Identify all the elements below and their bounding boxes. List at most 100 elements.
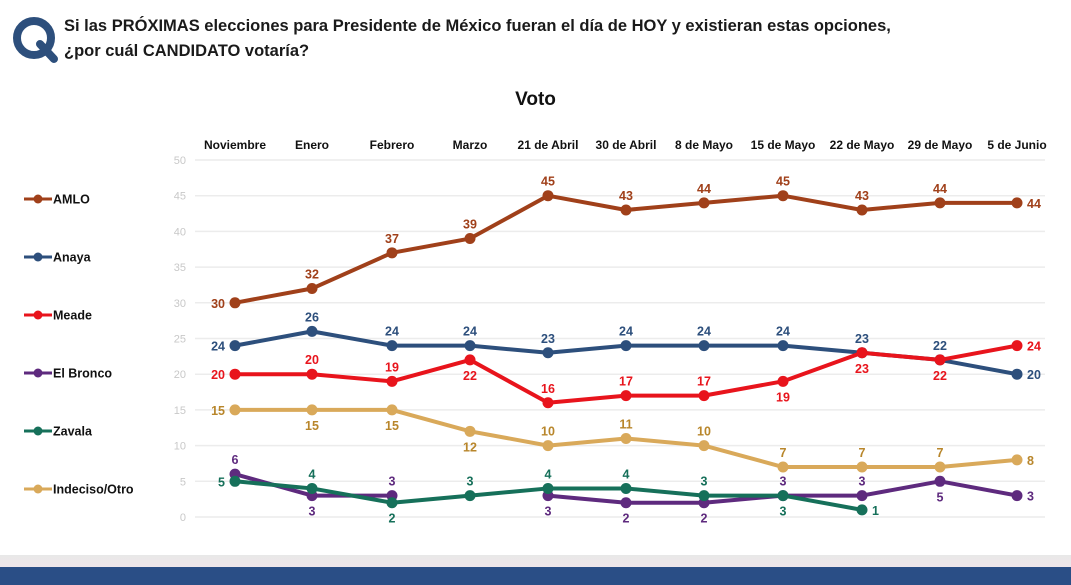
data-label: 4 bbox=[623, 467, 630, 481]
x-tick-label: Febrero bbox=[370, 138, 415, 152]
data-label: 3 bbox=[309, 505, 316, 519]
data-label: 5 bbox=[937, 490, 944, 504]
data-point bbox=[229, 475, 241, 487]
data-label: 3 bbox=[389, 475, 396, 489]
data-label: 43 bbox=[619, 189, 633, 203]
y-tick-label: 50 bbox=[174, 155, 186, 167]
data-point bbox=[306, 368, 318, 380]
data-label: 10 bbox=[541, 425, 555, 439]
data-label: 23 bbox=[541, 332, 555, 346]
data-point bbox=[386, 340, 398, 352]
data-point bbox=[934, 461, 946, 473]
data-label: 22 bbox=[933, 369, 947, 383]
data-point bbox=[698, 390, 710, 402]
data-label: 24 bbox=[463, 325, 477, 339]
data-label: 4 bbox=[309, 467, 316, 481]
data-point bbox=[620, 482, 632, 494]
data-label: 24 bbox=[619, 325, 633, 339]
data-label: 30 bbox=[211, 297, 225, 311]
legend-swatch-marker bbox=[33, 252, 43, 262]
data-label: 26 bbox=[305, 310, 319, 324]
data-label: 45 bbox=[541, 175, 555, 189]
x-tick-label: Enero bbox=[295, 138, 329, 152]
x-tick-label: 29 de Mayo bbox=[908, 138, 973, 152]
data-label: 17 bbox=[697, 375, 711, 389]
data-point bbox=[229, 340, 241, 352]
data-point bbox=[542, 347, 554, 359]
data-label: 2 bbox=[701, 512, 708, 526]
question-line-1: Si las PRÓXIMAS elecciones para Presiden… bbox=[64, 17, 891, 35]
data-label: 19 bbox=[385, 360, 399, 374]
data-point bbox=[306, 325, 318, 337]
chart-title: Voto bbox=[515, 89, 556, 110]
data-point bbox=[464, 490, 476, 502]
q-logo-icon bbox=[13, 17, 58, 63]
data-point bbox=[306, 482, 318, 494]
x-tick-label: 22 de Mayo bbox=[830, 138, 895, 152]
data-point bbox=[464, 425, 476, 437]
data-point bbox=[620, 390, 632, 402]
data-point bbox=[620, 432, 632, 444]
data-label: 8 bbox=[1027, 454, 1034, 468]
data-label: 12 bbox=[463, 440, 477, 454]
data-point bbox=[229, 297, 241, 309]
x-tick-label: 15 de Mayo bbox=[751, 138, 816, 152]
data-label: 3 bbox=[701, 475, 708, 489]
legend-label: Anaya bbox=[53, 251, 92, 265]
legend-swatch-marker bbox=[33, 426, 43, 436]
data-label: 7 bbox=[937, 446, 944, 460]
data-label: 7 bbox=[859, 446, 866, 460]
legend-label: El Bronco bbox=[53, 367, 112, 381]
question-line-2: ¿por cuál CANDIDATO votaría? bbox=[64, 42, 310, 60]
data-point bbox=[1011, 340, 1023, 352]
data-label: 39 bbox=[463, 218, 477, 232]
data-label: 6 bbox=[232, 453, 239, 467]
data-point bbox=[464, 354, 476, 366]
y-tick-label: 40 bbox=[174, 226, 186, 238]
data-point bbox=[1011, 197, 1023, 209]
y-tick-label: 5 bbox=[180, 476, 186, 488]
data-label: 16 bbox=[541, 382, 555, 396]
data-label: 22 bbox=[463, 369, 477, 383]
data-point bbox=[1011, 368, 1023, 380]
data-point bbox=[542, 482, 554, 494]
data-point bbox=[386, 247, 398, 259]
data-point bbox=[934, 354, 946, 366]
data-label: 22 bbox=[933, 339, 947, 353]
data-label: 2 bbox=[623, 512, 630, 526]
question-text: Si las PRÓXIMAS elecciones para Presiden… bbox=[64, 14, 891, 64]
data-point bbox=[934, 197, 946, 209]
y-tick-label: 35 bbox=[174, 262, 186, 274]
data-label: 45 bbox=[776, 175, 790, 189]
legend-label: Indeciso/Otro bbox=[53, 483, 134, 497]
data-point bbox=[229, 404, 241, 416]
data-label: 10 bbox=[697, 425, 711, 439]
y-tick-label: 0 bbox=[180, 512, 186, 524]
x-tick-label: 8 de Mayo bbox=[675, 138, 733, 152]
data-point bbox=[777, 490, 789, 502]
data-point bbox=[620, 497, 632, 509]
data-label: 24 bbox=[776, 325, 790, 339]
data-point bbox=[229, 368, 241, 380]
data-point bbox=[386, 404, 398, 416]
data-label: 23 bbox=[855, 332, 869, 346]
data-label: 1 bbox=[872, 504, 879, 518]
data-label: 32 bbox=[305, 268, 319, 282]
legend-label: AMLO bbox=[53, 193, 90, 207]
data-label: 24 bbox=[697, 325, 711, 339]
x-tick-label: Noviembre bbox=[204, 138, 266, 152]
data-label: 20 bbox=[211, 368, 225, 382]
data-point bbox=[856, 490, 868, 502]
data-label: 23 bbox=[855, 362, 869, 376]
data-label: 44 bbox=[933, 182, 947, 196]
data-label: 19 bbox=[776, 390, 790, 404]
x-tick-label: Marzo bbox=[453, 138, 488, 152]
legend-swatch-marker bbox=[33, 484, 43, 494]
data-label: 2 bbox=[389, 512, 396, 526]
data-point bbox=[464, 340, 476, 352]
data-label: 3 bbox=[467, 475, 474, 489]
data-point bbox=[306, 404, 318, 416]
data-point bbox=[386, 375, 398, 387]
data-label: 3 bbox=[780, 475, 787, 489]
